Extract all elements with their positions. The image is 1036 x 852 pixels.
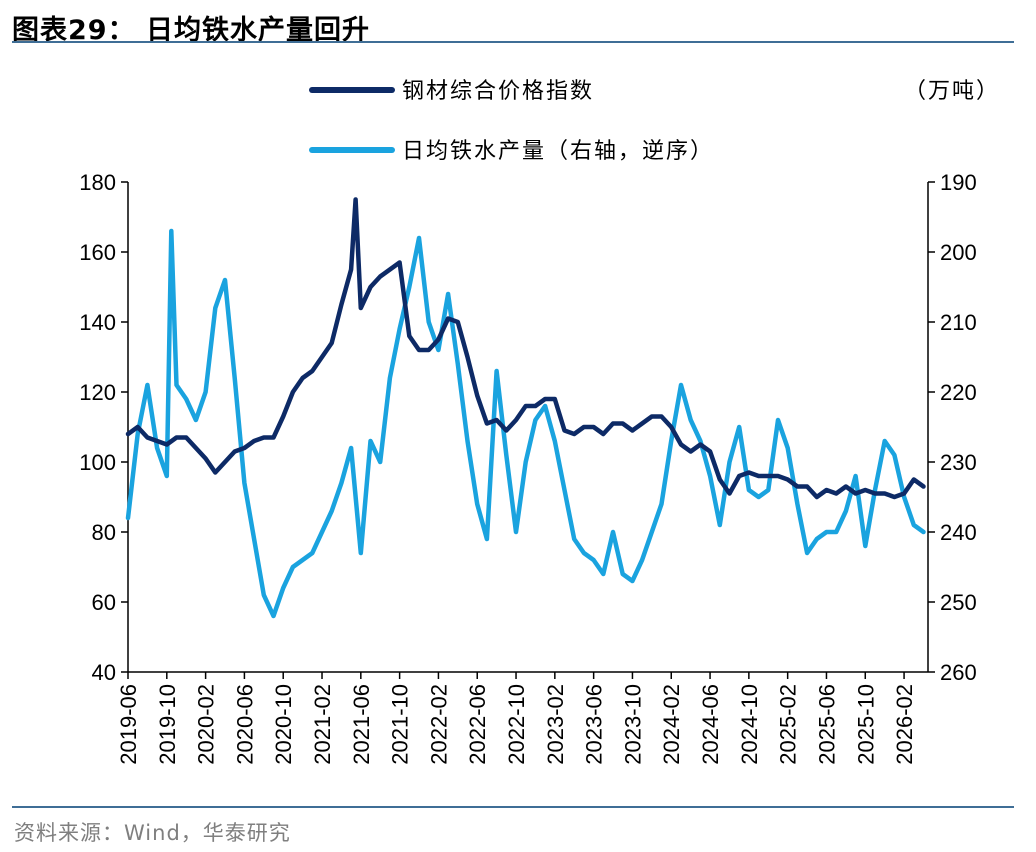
x-tick-label: 2026-02: [892, 684, 917, 765]
x-tick-label: 2020-06: [232, 684, 257, 765]
right-tick-label: 210: [940, 310, 977, 335]
legend-label-hot-metal: 日均铁水产量（右轴，逆序）: [402, 139, 714, 164]
x-tick-label: 2021-10: [388, 684, 413, 765]
right-tick-label: 190: [940, 170, 977, 195]
left-tick-label: 140: [79, 310, 116, 335]
left-tick-label: 80: [92, 520, 116, 545]
right-tick-label: 220: [940, 380, 977, 405]
left-tick-label: 160: [79, 240, 116, 265]
x-tick-label: 2022-02: [426, 684, 451, 765]
x-tick-label: 2022-10: [504, 684, 529, 765]
right-tick-label: 260: [940, 660, 977, 685]
unit-label-right: （万吨）: [904, 79, 1000, 104]
x-tick-label: 2021-06: [349, 684, 374, 765]
x-tick-label: 2023-06: [582, 684, 607, 765]
left-tick-label: 60: [92, 590, 116, 615]
series-line-hot-metal: [125, 228, 926, 619]
x-tick-label: 2021-02: [310, 684, 335, 765]
right-tick-label: 230: [940, 450, 977, 475]
legend-label-steel-price: 钢材综合价格指数: [402, 79, 594, 104]
x-tick-label: 2025-06: [814, 684, 839, 765]
line-chart: 钢材综合价格指数 （万吨） 日均铁水产量（右轴，逆序） 40 60 80 100 120…: [79, 79, 1000, 765]
right-tick-label: 240: [940, 520, 977, 545]
x-tick-label: 2023-02: [543, 684, 568, 765]
x-tick-label: 2023-10: [620, 684, 645, 765]
left-tick-label: 100: [79, 450, 116, 475]
x-tick-label: 2019-06: [116, 684, 141, 765]
series-lines: [125, 197, 926, 619]
right-tick-label: 200: [940, 240, 977, 265]
source-note: 资料来源：Wind，华泰研究: [14, 821, 291, 845]
x-tick-label: 2020-02: [194, 684, 219, 765]
left-tick-label: 180: [79, 170, 116, 195]
figure-title: 图表29： 日均铁水产量回升: [12, 15, 370, 46]
left-tick-label: 40: [92, 660, 116, 685]
x-tick-label: 2025-10: [853, 684, 878, 765]
series-line-steel-price: [125, 197, 926, 500]
x-tick-label: 2024-10: [737, 684, 762, 765]
x-tick-label: 2020-10: [271, 684, 296, 765]
footer-divider: [12, 806, 1014, 808]
legend: 钢材综合价格指数 （万吨） 日均铁水产量（右轴，逆序）: [309, 79, 1000, 164]
x-tick-label: 2024-06: [698, 684, 723, 765]
x-tick-label: 2022-06: [465, 684, 490, 765]
left-tick-label: 120: [79, 380, 116, 405]
x-tick-label: 2019-10: [155, 684, 180, 765]
x-tick-label: 2025-02: [776, 684, 801, 765]
x-tick-label: 2024-02: [659, 684, 684, 765]
right-tick-label: 250: [940, 590, 977, 615]
title-divider: [12, 41, 1014, 43]
axes: 40 60 80 100 120 140 160 180 190 200 210 220 230 240 2…: [79, 170, 976, 765]
